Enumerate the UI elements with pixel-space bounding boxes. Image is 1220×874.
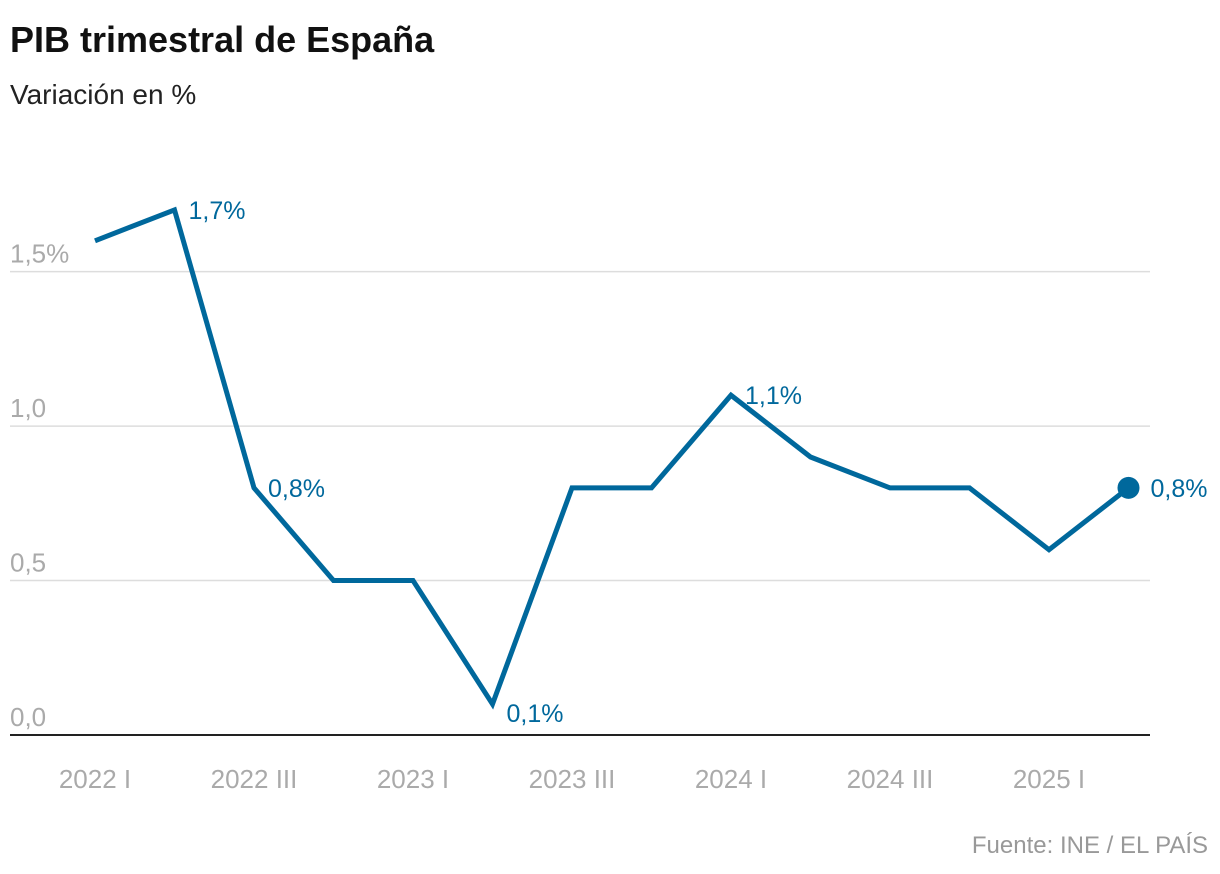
- y-tick-label: 1,5%: [10, 239, 69, 269]
- y-tick-label: 0,0: [10, 702, 46, 732]
- x-tick-label: 2025 I: [1013, 764, 1085, 794]
- value-label: 0,1%: [507, 700, 564, 728]
- chart-subtitle: Variación en %: [10, 79, 196, 110]
- y-tick-label: 1,0: [10, 393, 46, 423]
- value-label: 0,8%: [268, 475, 325, 503]
- y-tick-label: 0,5: [10, 548, 46, 578]
- line: [94, 206, 1131, 710]
- x-tick-label: 2023 I: [377, 764, 449, 794]
- x-tick-label: 2024 III: [847, 764, 934, 794]
- end-dot: [1117, 476, 1140, 499]
- chart-title: PIB trimestral de España: [10, 19, 435, 60]
- x-tick-label: 2023 III: [529, 764, 616, 794]
- x-tick-label: 2022 III: [211, 764, 298, 794]
- value-label: 1,7%: [189, 197, 246, 225]
- x-tick-label: 2024 I: [695, 764, 767, 794]
- value-label: 1,1%: [745, 382, 802, 410]
- value-label: 0,8%: [1151, 475, 1208, 503]
- source: Fuente: INE / EL PAÍS: [972, 832, 1208, 859]
- x-tick-label: 2022 I: [59, 764, 131, 794]
